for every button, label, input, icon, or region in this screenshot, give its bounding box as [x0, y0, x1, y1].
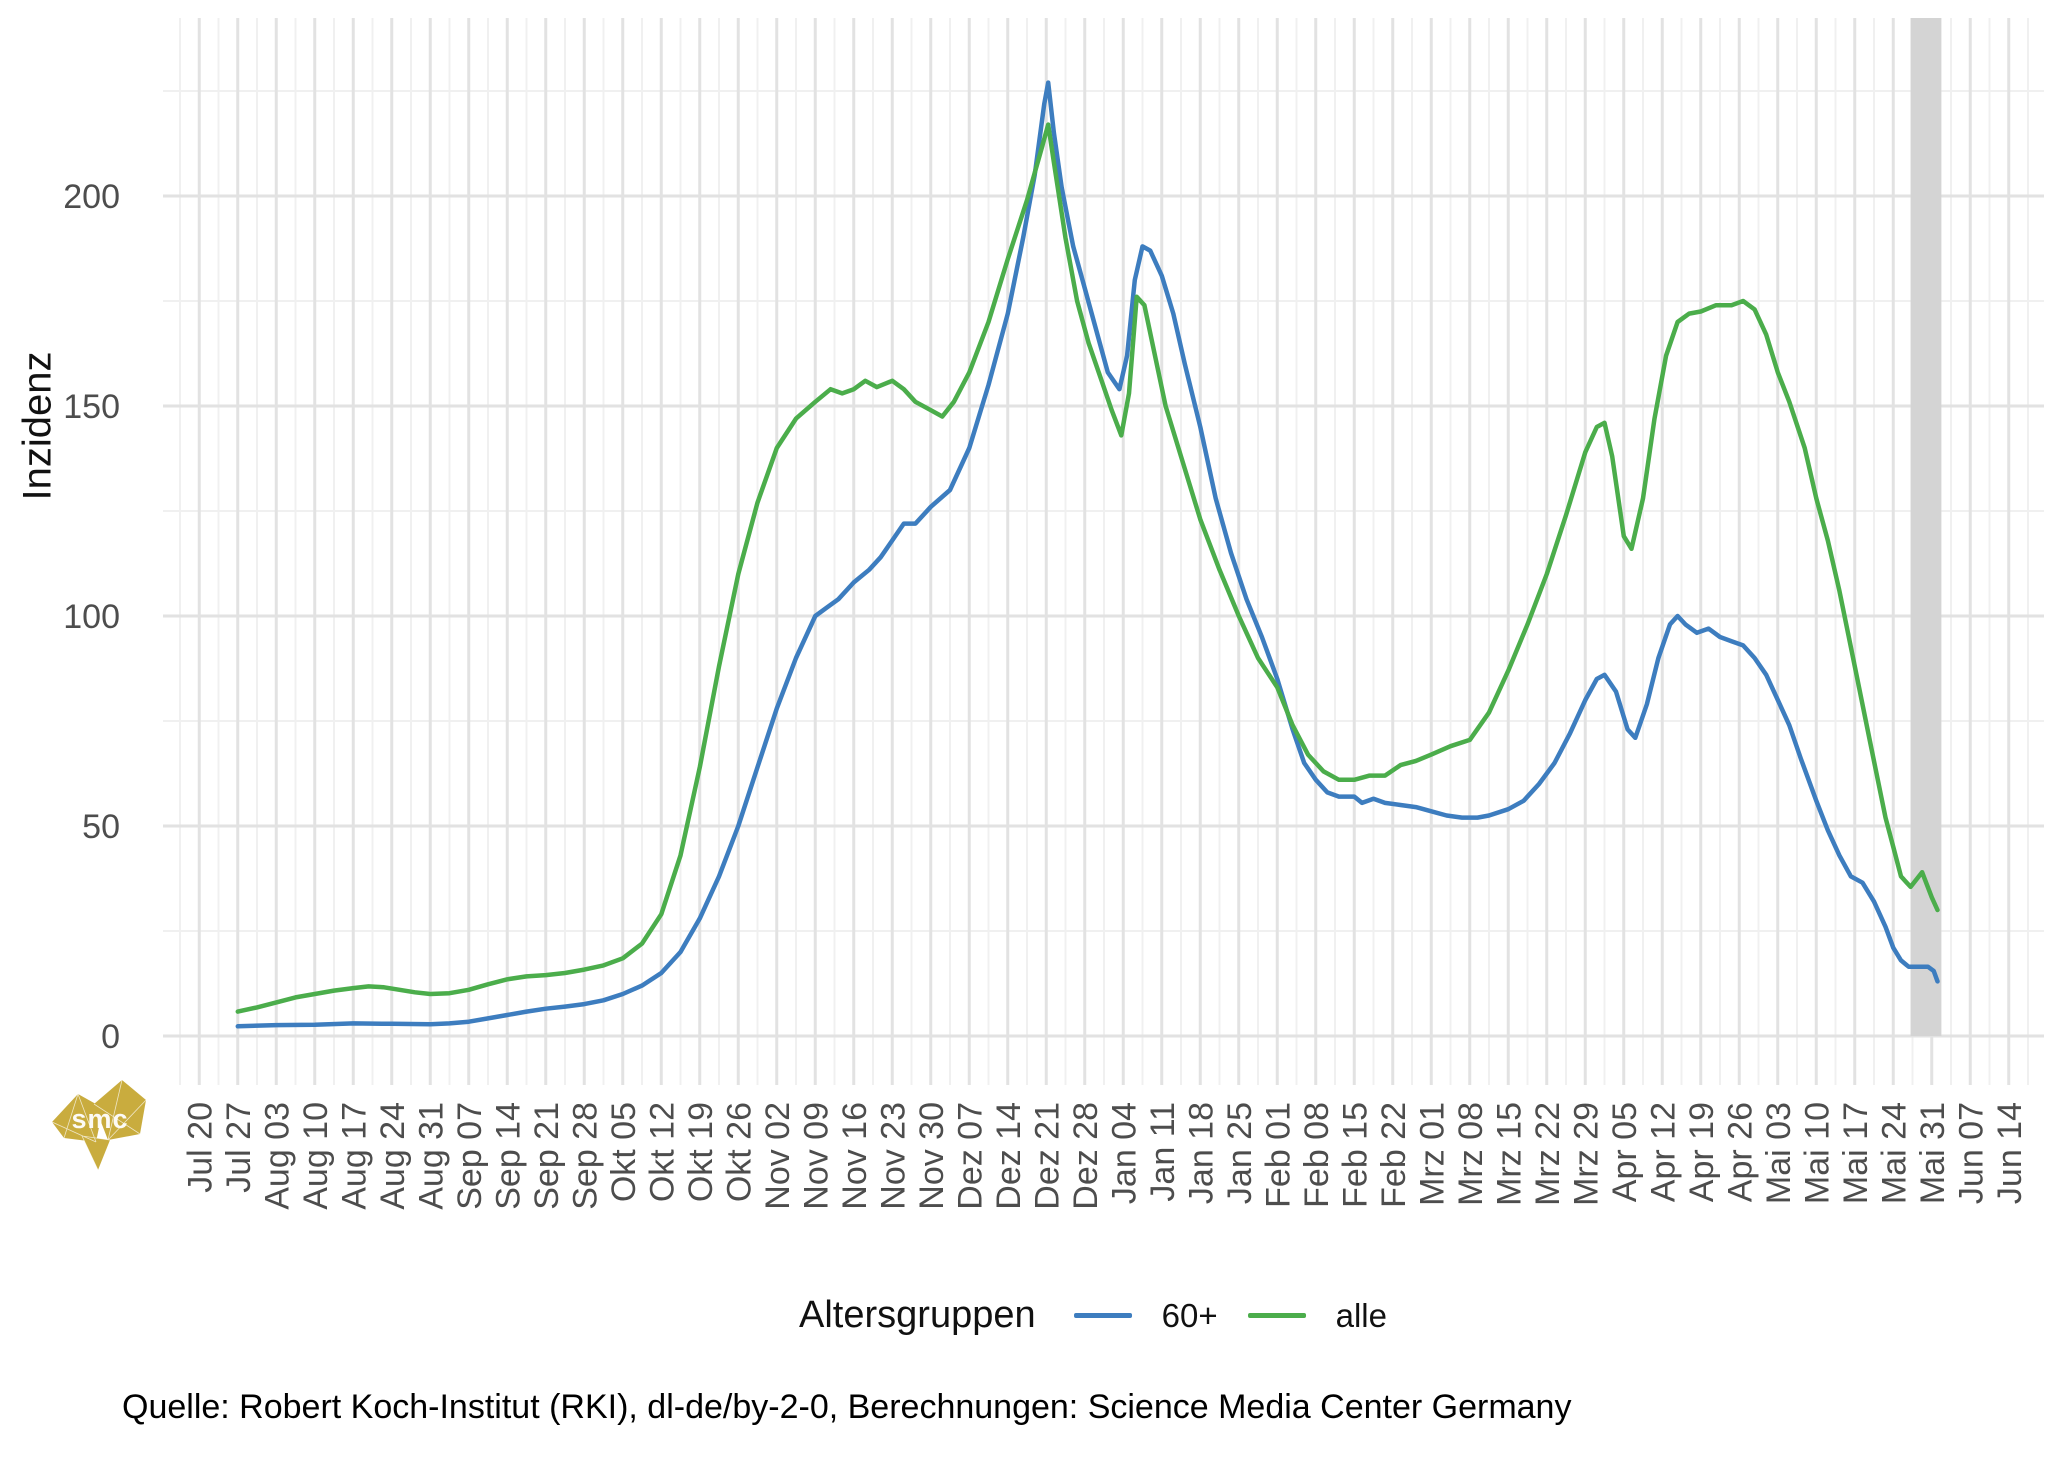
x-tick-label: Dez 21 — [1028, 1102, 1066, 1210]
x-tick-label: Dez 28 — [1067, 1102, 1105, 1210]
x-tick-label: Mai 10 — [1798, 1102, 1836, 1204]
x-tick-label: Jan 11 — [1144, 1102, 1182, 1202]
x-tick-label: Nov 23 — [874, 1102, 912, 1210]
legend-title: Altersgruppen — [799, 1294, 1036, 1336]
x-tick-label: Jul 20 — [181, 1102, 219, 1193]
series-line-60+ — [235, 80, 1940, 1029]
x-tick-label: Sep 07 — [451, 1102, 489, 1210]
x-tick-label: Aug 10 — [297, 1102, 335, 1210]
x-tick-label: Feb 22 — [1375, 1102, 1413, 1208]
x-tick-label: Mrz 08 — [1452, 1102, 1490, 1206]
x-tick-label: Dez 14 — [990, 1102, 1028, 1210]
x-tick-label: Nov 02 — [759, 1102, 797, 1210]
x-tick-label: Sep 14 — [489, 1102, 527, 1210]
smc-logo-text: smc — [71, 1104, 128, 1134]
x-tick-label: Apr 26 — [1721, 1102, 1759, 1202]
series-line-alle — [235, 122, 1940, 1014]
x-tick-label: Mrz 01 — [1413, 1102, 1451, 1206]
y-axis-labels: 0 50 100 150 200 — [63, 178, 120, 1056]
x-tick-label: Aug 17 — [335, 1102, 373, 1210]
legend-key-line-alle-icon — [1247, 1313, 1306, 1318]
x-tick-label: Jun 14 — [1991, 1102, 2029, 1204]
x-tick-label: Aug 24 — [374, 1102, 412, 1210]
x-tick-label: Aug 03 — [258, 1102, 296, 1210]
x-tick-label: Apr 12 — [1644, 1102, 1682, 1202]
x-tick-label: Mai 03 — [1760, 1102, 1798, 1204]
legend: Altersgruppen 60+ alle — [799, 1294, 1387, 1337]
y-tick-label: 0 — [101, 1018, 120, 1056]
x-tick-label: Jul 27 — [220, 1102, 258, 1193]
smc-logo: smc — [51, 1079, 147, 1171]
legend-item-60plus: 60+ — [1073, 1296, 1218, 1335]
x-tick-label: Feb 15 — [1336, 1102, 1374, 1208]
x-tick-label: Feb 08 — [1298, 1102, 1336, 1208]
x-tick-label: Apr 05 — [1606, 1102, 1644, 1202]
x-axis-labels: Jul 20 Jul 27 Aug 03 Aug 10 Aug 17 Aug 24 Aug … — [181, 1102, 2029, 1210]
x-tick-label: Feb 01 — [1259, 1102, 1297, 1208]
x-tick-label: Jan 04 — [1105, 1102, 1143, 1204]
x-tick-label: Mai 24 — [1875, 1102, 1913, 1204]
source-caption: Quelle: Robert Koch-Institut (RKI), dl-d… — [122, 1388, 1572, 1426]
x-tick-label: Mrz 29 — [1567, 1102, 1605, 1206]
grid-major — [163, 18, 2044, 1085]
y-tick-label: 150 — [63, 388, 120, 426]
x-tick-label: Okt 12 — [643, 1102, 681, 1202]
y-tick-label: 200 — [63, 178, 120, 216]
grid-minor — [163, 18, 2044, 1085]
legend-key-line-60plus-icon — [1073, 1313, 1132, 1318]
y-tick-label: 50 — [82, 808, 120, 846]
x-tick-label: Nov 16 — [836, 1102, 874, 1210]
legend-item-alle: alle — [1247, 1296, 1387, 1335]
y-tick-label: 100 — [63, 598, 120, 636]
x-tick-label: Okt 19 — [682, 1102, 720, 1202]
x-tick-label: Okt 05 — [605, 1102, 643, 1202]
x-tick-label: Nov 30 — [913, 1102, 951, 1210]
y-axis-title: Inzidenz — [15, 351, 60, 501]
legend-label-alle: alle — [1335, 1296, 1387, 1334]
incomplete-data-shaded-region — [1910, 18, 1942, 1036]
x-tick-label: Mai 17 — [1837, 1102, 1875, 1204]
x-tick-label: Jan 25 — [1221, 1102, 1259, 1204]
x-tick-label: Sep 28 — [566, 1102, 604, 1210]
x-tick-label: Mai 31 — [1914, 1102, 1952, 1204]
x-tick-label: Sep 21 — [528, 1102, 566, 1210]
x-tick-label: Aug 31 — [412, 1102, 450, 1210]
x-tick-label: Jan 18 — [1182, 1102, 1220, 1204]
x-tick-label: Mrz 22 — [1529, 1102, 1567, 1206]
x-tick-label: Okt 26 — [720, 1102, 758, 1202]
x-tick-label: Dez 07 — [951, 1102, 989, 1210]
x-tick-label: Apr 19 — [1683, 1102, 1721, 1202]
x-tick-label: Nov 09 — [797, 1102, 835, 1210]
legend-label-60plus: 60+ — [1161, 1296, 1218, 1334]
x-tick-label: Jun 07 — [1952, 1102, 1990, 1204]
x-tick-label: Mrz 15 — [1490, 1102, 1528, 1206]
